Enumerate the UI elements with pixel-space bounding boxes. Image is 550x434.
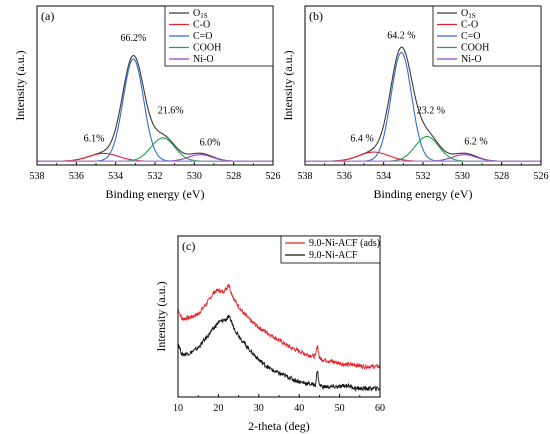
x-tick-label: 532 xyxy=(416,171,431,182)
data-label: 6.2 % xyxy=(464,136,487,147)
x-tick-label: 530 xyxy=(455,171,470,182)
y-axis-label: Intensity (a.u.) xyxy=(281,50,295,120)
legend-label: Ni-O xyxy=(461,54,482,65)
x-tick-label: 534 xyxy=(108,171,123,182)
data-label: 21.6% xyxy=(158,105,184,116)
series-line-1 xyxy=(37,55,273,162)
data-label: 6.0% xyxy=(200,138,221,149)
legend-label: C=O xyxy=(461,31,481,42)
legend-label: C-O xyxy=(461,20,478,31)
legend-label: O1S xyxy=(461,8,476,20)
x-tick-label: 20 xyxy=(213,403,223,414)
series-line-2 xyxy=(177,314,381,393)
data-label: 23.2 % xyxy=(417,105,445,116)
series-line-2 xyxy=(37,152,273,162)
plot-area xyxy=(177,284,381,393)
panel-label: (c) xyxy=(182,239,195,253)
legend-label: C=O xyxy=(193,31,213,42)
series-line-2 xyxy=(305,151,541,162)
x-tick-label: 536 xyxy=(69,171,84,182)
x-tick-label: 50 xyxy=(335,403,345,414)
data-label: 6.4 % xyxy=(350,134,373,145)
data-label: 6.1% xyxy=(84,134,105,145)
legend-label: Ni-O xyxy=(193,54,214,65)
x-tick-label: 538 xyxy=(30,171,45,182)
data-label: 64.2 % xyxy=(387,30,415,41)
x-tick-label: 528 xyxy=(226,171,241,182)
legend-label: 9.0-Ni-ACF xyxy=(309,250,358,261)
legend-box xyxy=(280,235,381,264)
y-axis-label: Intensity (a.u.) xyxy=(13,50,27,120)
legend-label: 9.0-Ni-ACF (ads) xyxy=(309,238,380,249)
x-tick-label: 60 xyxy=(375,403,385,414)
series-line-1 xyxy=(177,284,381,370)
legend-label: C-O xyxy=(193,20,210,31)
x-axis-label: Binding energy (eV) xyxy=(105,187,204,201)
legend-label: COOH xyxy=(193,43,221,54)
series-line-3 xyxy=(37,58,273,162)
data-label: 66.2% xyxy=(120,33,146,44)
x-tick-label: 534 xyxy=(376,171,391,182)
x-tick-label: 526 xyxy=(266,171,281,182)
x-tick-label: 530 xyxy=(187,171,202,182)
plot-area xyxy=(37,55,273,162)
x-tick-label: 528 xyxy=(494,171,509,182)
legend-label: COOH xyxy=(461,43,489,54)
x-tick-label: 526 xyxy=(534,171,549,182)
y-axis-label: Intensity (a.u.) xyxy=(154,281,168,351)
x-axis-label: 2-theta (deg) xyxy=(248,419,310,433)
legend-label: O1S xyxy=(193,8,208,20)
x-tick-label: 538 xyxy=(298,171,313,182)
x-axis-label: Binding energy (eV) xyxy=(373,187,472,201)
panel-label: (b) xyxy=(309,9,323,23)
panel-label: (a) xyxy=(41,9,54,23)
plot-area xyxy=(305,46,541,162)
chart-panel-1: 538 536 534 532 530 528 526 Binding energy (eV)… xyxy=(13,5,281,201)
x-tick-label: 30 xyxy=(254,403,264,414)
x-tick-label: 40 xyxy=(294,403,304,414)
x-tick-label: 532 xyxy=(148,171,163,182)
x-tick-label: 10 xyxy=(173,403,183,414)
legend: 9.0-Ni-ACF (ads)9.0-Ni-ACF xyxy=(280,235,381,264)
x-tick-label: 536 xyxy=(337,171,352,182)
chart-panel-3: 10 20 30 40 50 60 2-theta (deg) Intensity (a.u.… xyxy=(154,235,385,433)
chart-panel-2: 538 536 534 532 530 528 526 Binding energy (eV)… xyxy=(281,5,549,201)
